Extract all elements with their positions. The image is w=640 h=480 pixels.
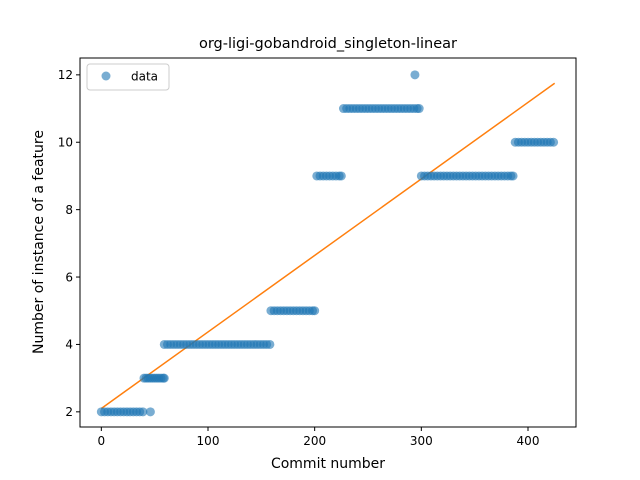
x-axis-label: Commit number xyxy=(271,456,385,472)
legend-label-data: data xyxy=(131,70,158,84)
legend: data xyxy=(86,63,170,91)
x-tick-label: 300 xyxy=(410,434,433,448)
y-tick-label: 2 xyxy=(65,405,73,419)
axes-frame xyxy=(79,57,577,428)
data-point xyxy=(414,104,424,114)
x-tick-label: 400 xyxy=(517,434,540,448)
y-tick-label: 8 xyxy=(65,203,73,217)
y-axis-label: Number of instance of a feature xyxy=(31,130,47,354)
data-point xyxy=(310,306,320,316)
y-axis-ticks: 2 4 6 8 10 12 xyxy=(58,68,80,419)
plot-area xyxy=(96,70,559,417)
data-point xyxy=(138,407,148,417)
chart-title: org-ligi-gobandroid_singleton-linear xyxy=(199,36,457,52)
data-point xyxy=(265,339,275,349)
data-point xyxy=(145,407,155,417)
x-tick-label: 0 xyxy=(98,434,106,448)
legend-marker xyxy=(101,71,111,81)
legend-box xyxy=(86,63,170,91)
y-tick-label: 6 xyxy=(65,270,73,284)
fit-line xyxy=(100,82,556,410)
data-points-layer xyxy=(96,70,559,417)
x-tick-label: 200 xyxy=(303,434,326,448)
x-tick-label: 100 xyxy=(197,434,220,448)
y-tick-label: 4 xyxy=(65,338,73,352)
y-tick-label: 10 xyxy=(58,136,73,150)
data-point xyxy=(410,70,420,80)
data-point xyxy=(508,171,518,181)
data-point xyxy=(159,373,169,383)
data-point xyxy=(549,137,559,147)
data-point xyxy=(336,171,346,181)
x-axis-ticks: 0 100 200 300 400 xyxy=(98,427,540,448)
y-tick-label: 12 xyxy=(58,68,73,82)
fit-line-layer xyxy=(100,82,556,410)
